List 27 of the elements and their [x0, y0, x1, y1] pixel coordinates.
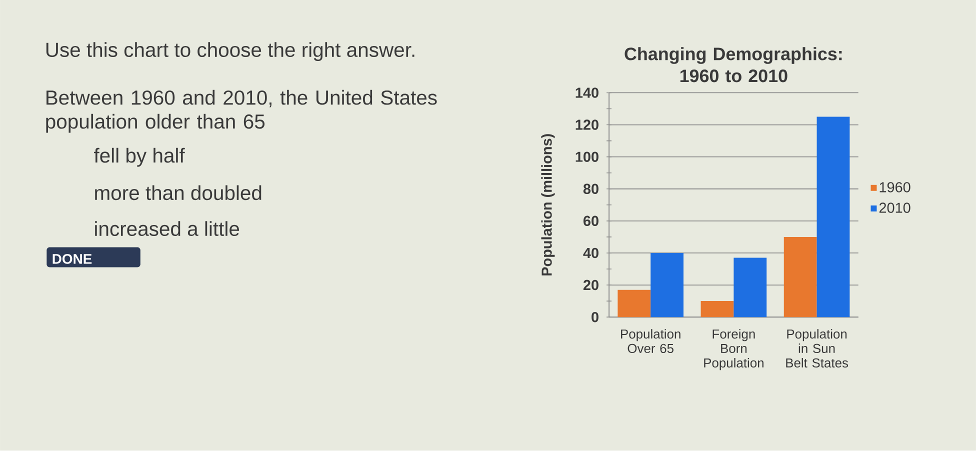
chart-title: Changing Demographics: 1960 to 2010: [624, 47, 842, 82]
y-tick-label: 0: [592, 312, 598, 322]
y-tick-label: 40: [583, 248, 598, 258]
legend-label: 2010: [879, 202, 910, 214]
bar: [618, 290, 651, 318]
text: Between 1960 and 2010, the United States population older than 65: [46, 90, 437, 133]
bar: [816, 116, 850, 318]
text: Use this chart to choose the right answer.: [46, 42, 414, 62]
x-tick-label: Foreign Born Population: [704, 329, 764, 370]
text: more than doubled: [95, 185, 262, 200]
bar: [700, 301, 734, 318]
x-tick-label: Population Over 65: [621, 329, 680, 354]
bar: [784, 237, 817, 318]
bar: [734, 258, 767, 318]
legend-label: 1960: [880, 182, 910, 192]
y-tick-label: 120: [576, 120, 598, 130]
y-tick-label: 20: [583, 280, 598, 290]
text: increased a little: [95, 221, 240, 236]
text: fell by half: [94, 148, 185, 167]
y-tick-label: 60: [583, 216, 598, 226]
text: DONE: [52, 254, 92, 264]
x-tick-label: Population in Sun Belt States: [786, 329, 848, 368]
y-tick-label: 140: [576, 88, 598, 98]
y-axis-title: Population (millions): [541, 134, 555, 276]
bar: [650, 253, 684, 318]
y-tick-label: 100: [576, 152, 598, 162]
y-tick-label: 80: [583, 184, 598, 194]
